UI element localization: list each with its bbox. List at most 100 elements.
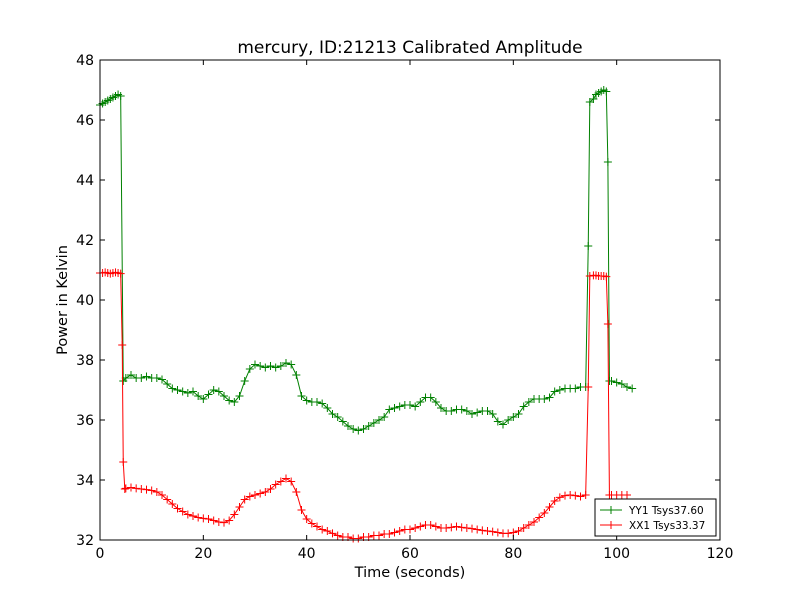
data-point-0-100 — [584, 242, 593, 250]
data-point-0-59 — [375, 416, 383, 424]
data-point-0-44 — [297, 392, 306, 400]
legend-box — [594, 498, 717, 537]
data-point-1-18 — [152, 488, 161, 496]
data-point-1-76 — [452, 522, 461, 531]
data-point-1-35 — [240, 495, 249, 504]
data-point-0-39 — [271, 363, 280, 372]
data-point-0-65 — [406, 401, 414, 409]
data-point-0-19 — [168, 384, 177, 393]
data-point-0-24 — [194, 392, 203, 400]
data-point-0-41 — [282, 359, 290, 367]
data-point-0-42 — [287, 360, 296, 369]
data-point-0-28 — [214, 387, 223, 396]
data-point-0-84 — [504, 416, 513, 424]
data-point-0-16 — [152, 374, 161, 382]
data-point-0-69 — [426, 393, 435, 402]
data-point-0-88 — [524, 398, 533, 406]
data-point-1-98 — [566, 491, 575, 499]
data-point-1-77 — [457, 523, 466, 532]
data-point-1-44 — [287, 477, 296, 486]
data-point-1-65 — [395, 527, 404, 535]
data-point-1-49 — [313, 522, 321, 531]
x-tick-label-6: 120 — [707, 546, 734, 562]
data-point-0-43 — [292, 371, 301, 379]
data-point-1-90 — [524, 521, 533, 529]
data-point-0-38 — [266, 362, 275, 370]
data-point-1-47 — [302, 515, 311, 523]
data-point-1-41 — [271, 480, 280, 489]
data-point-1-63 — [385, 530, 394, 538]
data-point-1-20 — [163, 495, 172, 504]
data-point-1-9 — [118, 341, 127, 349]
data-point-1-25 — [189, 512, 197, 520]
data-point-1-43 — [282, 474, 290, 483]
data-point-0-62 — [390, 404, 399, 412]
data-point-1-97 — [561, 491, 569, 500]
data-point-0-92 — [545, 393, 554, 402]
data-point-0-25 — [199, 395, 208, 403]
data-point-1-10 — [119, 458, 128, 466]
data-point-0-40 — [276, 362, 285, 370]
data-point-1-32 — [225, 516, 234, 525]
data-point-0-29 — [220, 392, 228, 400]
data-point-0-86 — [514, 410, 523, 418]
data-point-0-14 — [142, 372, 151, 381]
y-tick-label-2: 36 — [76, 413, 94, 429]
data-point-1-72 — [431, 522, 440, 531]
data-point-1-26 — [194, 513, 203, 522]
data-point-1-83 — [488, 527, 497, 536]
y-tick-label-6: 44 — [76, 173, 94, 189]
data-point-1-46 — [297, 506, 306, 514]
y-tick-label-7: 46 — [76, 113, 94, 129]
data-point-1-115 — [623, 491, 631, 499]
data-point-0-26 — [204, 390, 213, 399]
data-point-0-49 — [323, 404, 332, 412]
y-tick-label-5: 42 — [76, 233, 94, 249]
x-tick-label-5: 100 — [603, 546, 630, 562]
data-point-0-11 — [127, 371, 135, 379]
data-point-0-67 — [416, 398, 425, 406]
x-tick-label-1: 20 — [194, 546, 212, 562]
data-point-1-37 — [251, 491, 259, 499]
data-point-0-13 — [137, 374, 146, 382]
data-point-0-27 — [209, 386, 218, 394]
y-tick-label-3: 38 — [76, 353, 94, 369]
data-point-0-23 — [189, 387, 197, 396]
y-tick-label-1: 34 — [76, 473, 94, 489]
x-tick-label-4: 80 — [504, 546, 522, 562]
data-point-0-108 — [603, 158, 612, 166]
data-point-0-54 — [349, 425, 358, 433]
data-point-0-32 — [235, 392, 244, 400]
data-point-1-14 — [132, 484, 141, 493]
data-point-0-21 — [178, 387, 187, 396]
data-point-1-42 — [276, 477, 285, 486]
data-point-0-85 — [509, 413, 518, 421]
data-point-1-11 — [120, 485, 129, 493]
data-point-1-71 — [426, 521, 435, 529]
data-point-1-38 — [256, 489, 265, 498]
data-point-1-19 — [158, 491, 166, 499]
data-point-1-78 — [462, 524, 471, 532]
x-tick-label-3: 60 — [401, 546, 419, 562]
data-point-0-51 — [333, 413, 342, 421]
data-point-0-111 — [612, 378, 621, 387]
y-tick-label-8: 48 — [76, 53, 94, 69]
data-point-0-91 — [540, 395, 549, 403]
data-point-0-55 — [354, 426, 363, 435]
data-point-0-34 — [245, 365, 254, 373]
data-point-0-18 — [163, 380, 172, 388]
data-point-0-47 — [313, 398, 321, 406]
data-point-0-35 — [251, 360, 259, 369]
data-point-1-109 — [602, 272, 611, 281]
data-point-0-57 — [364, 422, 373, 430]
data-point-0-107 — [602, 87, 611, 96]
data-point-1-74 — [442, 524, 451, 532]
data-point-1-27 — [199, 514, 208, 523]
data-point-1-100 — [576, 492, 585, 501]
data-point-1-89 — [519, 524, 528, 532]
data-point-1-93 — [540, 509, 549, 517]
data-point-0-94 — [555, 386, 564, 394]
data-point-1-92 — [535, 513, 544, 522]
data-point-0-50 — [328, 410, 337, 418]
